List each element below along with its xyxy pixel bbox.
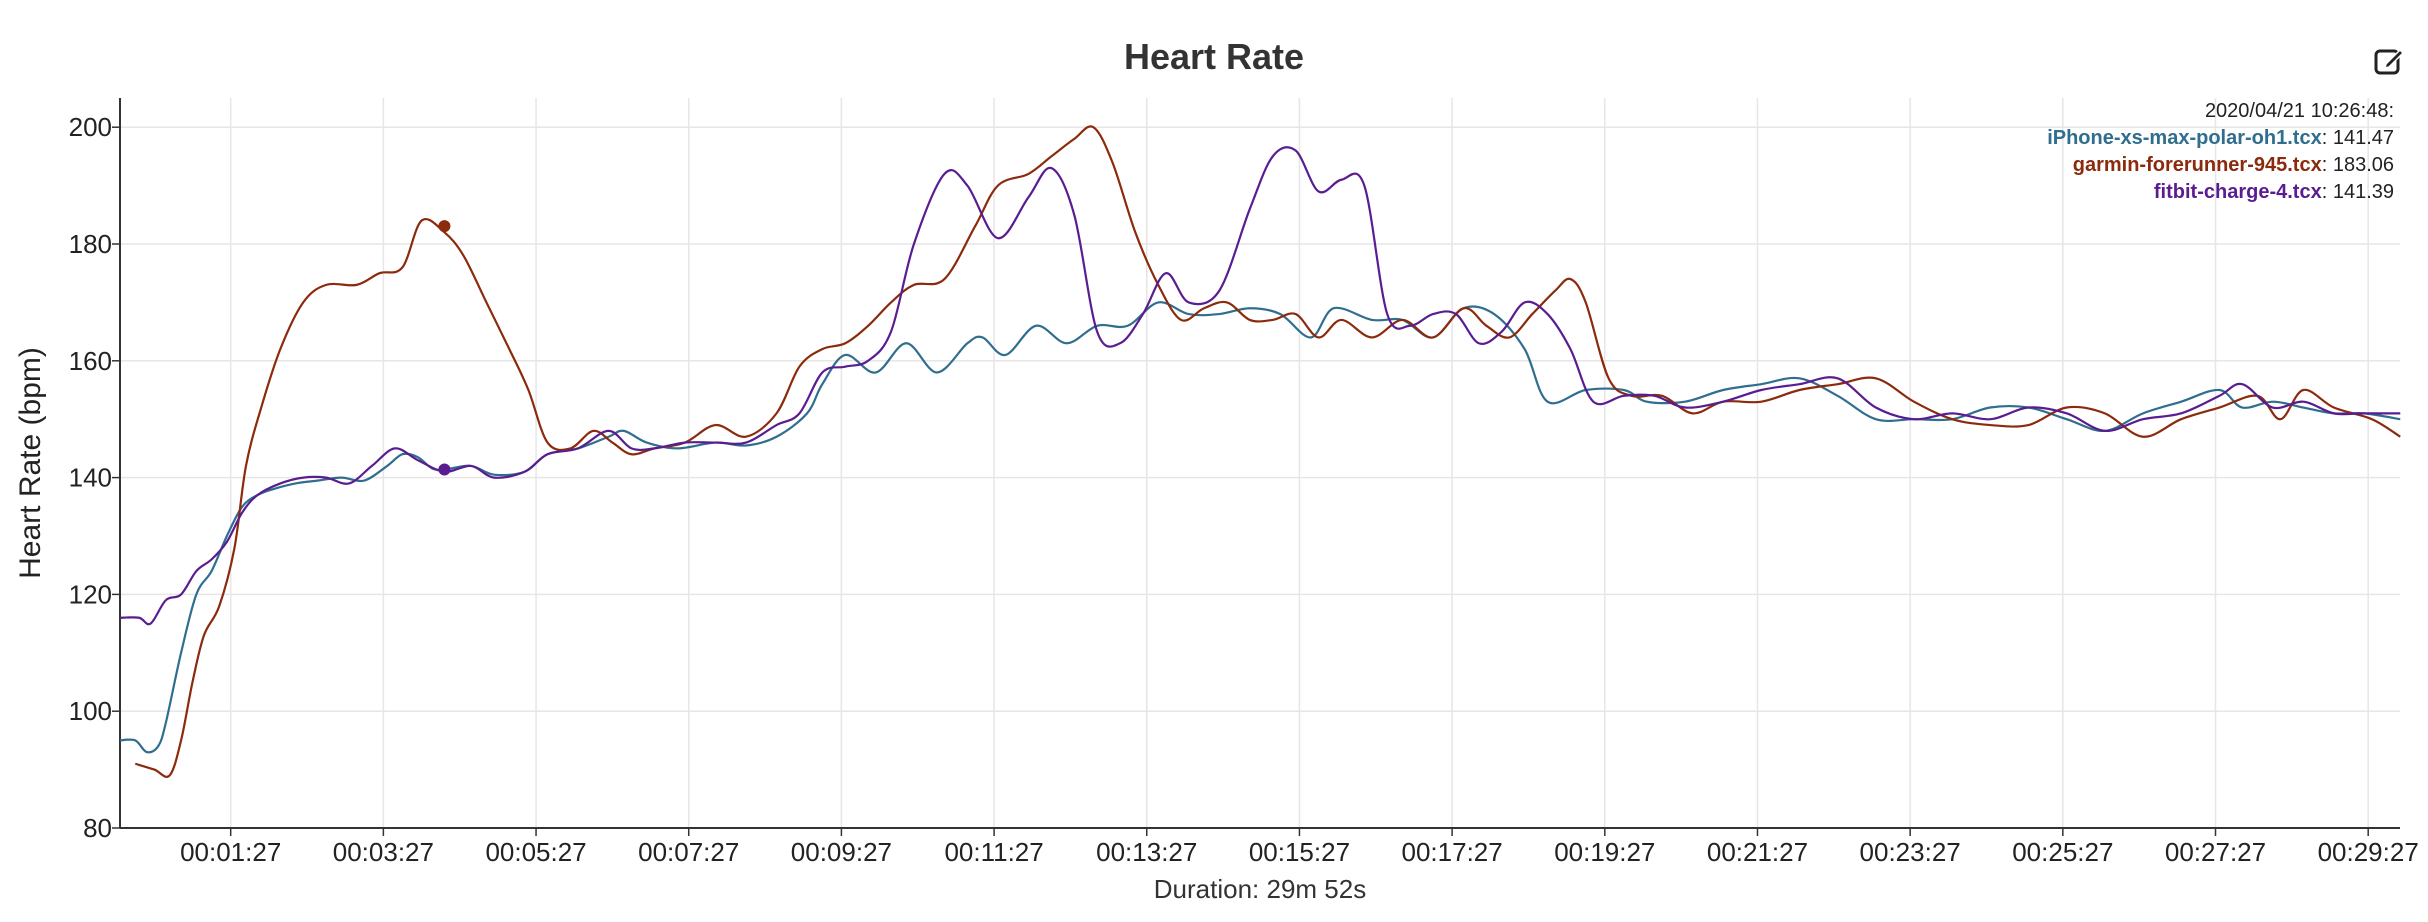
legend: 2020/04/21 10:26:48: iPhone-xs-max-polar…	[2047, 98, 2394, 206]
y-axis-label: Heart Rate (bpm)	[14, 347, 47, 579]
legend-timestamp: 2020/04/21 10:26:48:	[2204, 100, 2394, 122]
hover-marker	[438, 220, 451, 233]
x-axis-label: Duration: 29m 52s	[1154, 874, 1366, 904]
x-tick-label: 00:03:27	[333, 837, 434, 867]
legend-series-name: garmin-forerunner-945.tcx	[2072, 154, 2322, 176]
x-tick-label: 00:13:27	[1096, 837, 1197, 867]
y-tick-label: 80	[83, 813, 112, 843]
x-tick-label: 00:21:27	[1707, 837, 1808, 867]
legend-series-name: fitbit-charge-4.tcx	[2153, 181, 2322, 203]
x-tick-label: 00:19:27	[1554, 837, 1655, 867]
legend-series-value: 141.39	[2332, 181, 2394, 203]
x-tick-label: 00:01:27	[180, 837, 281, 867]
x-tick-label: 00:17:27	[1402, 837, 1503, 867]
legend-entry-garmin: garmin-forerunner-945.tcx: 183.06	[2072, 154, 2394, 176]
y-tick-label: 120	[69, 579, 112, 609]
chart-title: Heart Rate	[1123, 36, 1305, 77]
legend-entry-fitbit: fitbit-charge-4.tcx: 141.39	[2153, 181, 2394, 203]
legend-series-name: iPhone-xs-max-polar-oh1.tcx	[2047, 127, 2322, 149]
x-tick-label: 00:25:27	[2012, 837, 2113, 867]
legend-series-value: 183.06	[2332, 154, 2394, 176]
x-tick-label: 00:09:27	[791, 837, 892, 867]
x-tick-label: 00:07:27	[638, 837, 739, 867]
x-tick-label: 00:23:27	[1860, 837, 1961, 867]
y-tick-label: 180	[69, 229, 112, 259]
series-line-fitbit	[119, 146, 2401, 626]
edit-icon[interactable]	[2372, 44, 2406, 78]
y-tick-label: 100	[69, 696, 112, 726]
series-line-garmin	[134, 125, 2401, 778]
hover-marker	[438, 463, 451, 476]
x-tick-label: 00:15:27	[1249, 837, 1350, 867]
y-tick-label: 200	[69, 112, 112, 142]
legend-series-value: 141.47	[2332, 127, 2394, 149]
x-tick-label: 00:05:27	[485, 837, 586, 867]
x-tick-label: 00:11:27	[944, 837, 1043, 867]
y-tick-label: 140	[69, 463, 112, 493]
series-line-iphone	[119, 301, 2401, 754]
x-tick-label: 00:29:27	[2318, 837, 2419, 867]
y-tick-label: 160	[69, 346, 112, 376]
x-tick-label: 00:27:27	[2165, 837, 2266, 867]
legend-entry-iphone: iPhone-xs-max-polar-oh1.tcx: 141.47	[2047, 127, 2394, 149]
